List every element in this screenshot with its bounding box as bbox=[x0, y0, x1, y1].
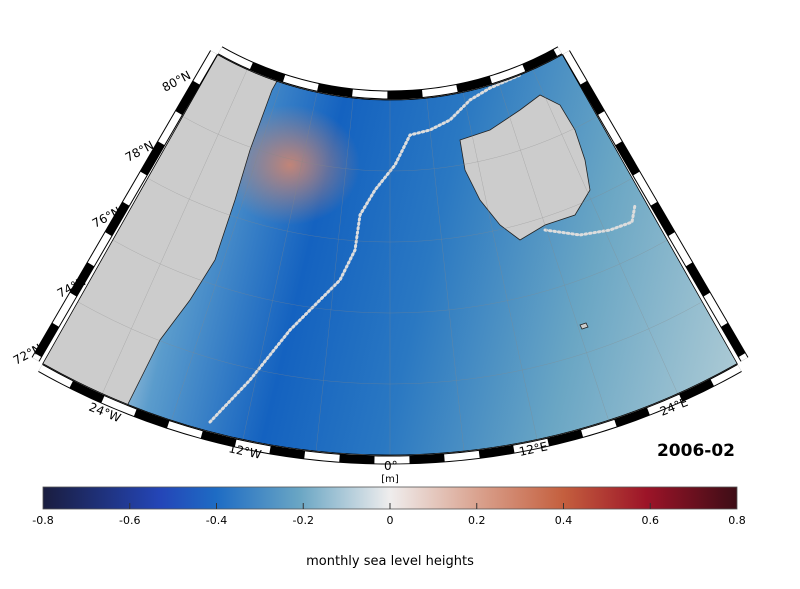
map-outline bbox=[42, 54, 738, 456]
graticule bbox=[77, 69, 703, 455]
lon-label-12e: 12°E bbox=[518, 439, 549, 459]
svalbard-land bbox=[459, 94, 591, 241]
colorbar-tick-label: -0.8 bbox=[32, 514, 53, 527]
lon-label-12w: 12°W bbox=[227, 441, 262, 462]
colorbar-tick-label: 0.6 bbox=[642, 514, 660, 527]
map-frame bbox=[31, 46, 749, 465]
meridian-line bbox=[171, 82, 282, 421]
frame-top-white bbox=[218, 47, 562, 99]
meridian-line bbox=[102, 69, 248, 394]
meridian-line bbox=[426, 98, 465, 452]
frame-right-white bbox=[562, 50, 748, 362]
ice-edge-track-east bbox=[543, 203, 637, 237]
ice-edge-track bbox=[208, 73, 522, 424]
meridian-line bbox=[462, 92, 538, 440]
colorbar-tick-label: -0.4 bbox=[206, 514, 227, 527]
date-label: 2006-02 bbox=[657, 441, 735, 461]
colorbar-ticks: -0.8 -0.6 -0.4 -0.2 0 0.2 0.4 0.6 0.8 bbox=[32, 503, 746, 527]
meridian-line bbox=[532, 69, 678, 394]
bear-island bbox=[579, 322, 589, 330]
lat-label-76: 76°N bbox=[90, 204, 123, 231]
lat-label-72: 72°N bbox=[11, 341, 44, 368]
meridian-line bbox=[315, 98, 354, 452]
lon-label-0: 0° bbox=[384, 459, 398, 473]
meridian-line bbox=[498, 82, 609, 421]
meridian-line bbox=[242, 92, 318, 440]
frame-left-white bbox=[32, 50, 218, 362]
colorbar-unit: [m] bbox=[381, 474, 399, 485]
colorbar-tick-label: 0.8 bbox=[728, 514, 746, 527]
colorbar-title: monthly sea level heights bbox=[306, 554, 474, 569]
colorbar-tick-label: 0 bbox=[387, 514, 394, 527]
frame-bottom-white bbox=[38, 364, 742, 464]
colorbar-tick-label: 0.2 bbox=[468, 514, 486, 527]
colorbar-tick-label: 0.4 bbox=[555, 514, 573, 527]
colorbar-tick-label: -0.6 bbox=[119, 514, 140, 527]
colorbar-tick-label: -0.2 bbox=[293, 514, 314, 527]
